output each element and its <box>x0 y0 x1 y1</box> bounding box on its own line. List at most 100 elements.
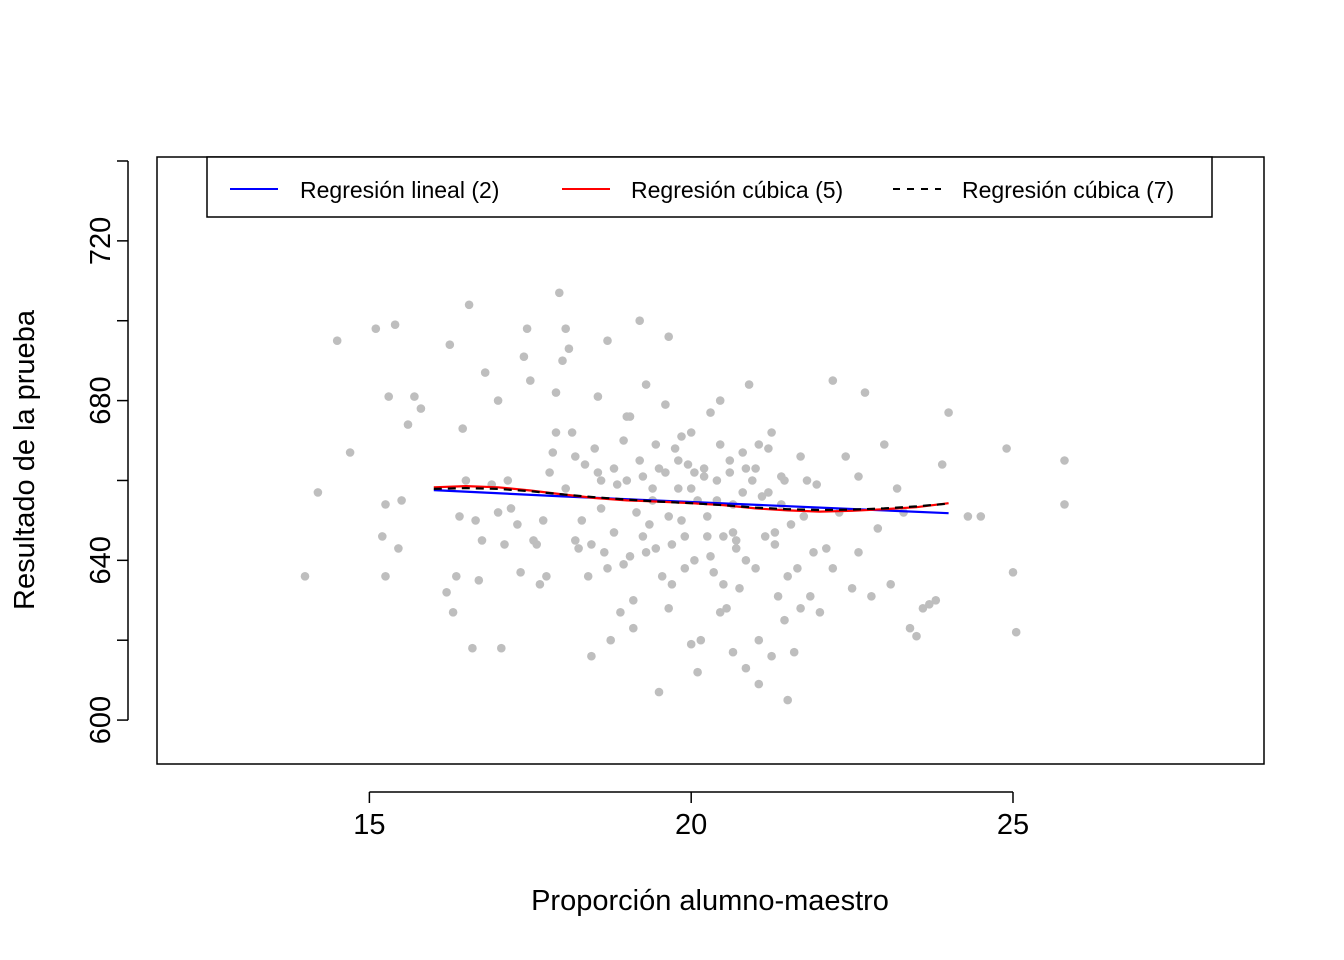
data-point-87 <box>686 428 696 437</box>
data-point-198 <box>641 548 651 557</box>
data-point-2 <box>332 336 342 346</box>
data-point-147 <box>944 408 953 417</box>
data-point-139 <box>892 484 902 493</box>
data-point-68 <box>625 552 635 561</box>
data-point-24 <box>471 516 480 525</box>
data-point-78 <box>657 572 667 581</box>
data-point-192 <box>686 639 696 649</box>
data-point-201 <box>731 536 741 545</box>
legend-box <box>206 156 1213 218</box>
x-tick-label-25: 25 <box>997 809 1029 841</box>
data-point-84 <box>677 516 686 525</box>
data-point-17 <box>448 608 458 617</box>
data-point-90 <box>696 635 706 645</box>
data-point-145 <box>931 596 941 605</box>
data-point-185 <box>777 472 786 481</box>
data-point-21 <box>461 476 471 485</box>
data-point-157 <box>587 540 596 549</box>
y-tick-label-600: 600 <box>85 696 117 744</box>
data-point-5 <box>378 532 387 541</box>
data-point-199 <box>667 540 677 549</box>
data-point-172 <box>609 464 619 473</box>
data-point-182 <box>738 488 747 497</box>
data-point-189 <box>754 679 764 689</box>
data-point-207 <box>828 564 838 573</box>
data-point-152 <box>1011 627 1021 637</box>
data-point-19 <box>455 512 464 521</box>
data-point-42 <box>542 572 551 581</box>
data-point-203 <box>603 564 612 573</box>
data-point-163 <box>664 512 673 521</box>
data-point-8 <box>390 320 400 330</box>
data-point-175 <box>648 484 657 493</box>
data-point-38 <box>526 376 535 385</box>
data-point-92 <box>703 532 712 541</box>
data-point-45 <box>551 388 561 397</box>
data-point-176 <box>661 468 670 477</box>
data-point-6 <box>381 500 390 509</box>
data-point-200 <box>706 552 715 561</box>
data-point-101 <box>731 544 741 553</box>
data-point-170 <box>754 440 764 449</box>
data-point-105 <box>744 380 754 389</box>
legend: Regresión lineal (2) Regresión cúbica (5… <box>206 156 1213 218</box>
data-point-158 <box>593 468 603 477</box>
data-point-59 <box>596 504 606 513</box>
data-point-65 <box>616 608 625 617</box>
x-tick-label-15: 15 <box>353 809 385 841</box>
data-point-58 <box>593 392 603 401</box>
data-point-125 <box>809 548 818 557</box>
data-point-80 <box>664 332 673 342</box>
legend-label-cubica-5: Regresión cúbica (5) <box>631 177 843 203</box>
data-point-208 <box>854 548 863 557</box>
data-point-173 <box>622 476 632 485</box>
data-point-165 <box>690 468 699 477</box>
data-point-119 <box>789 647 799 657</box>
data-point-40 <box>532 540 541 549</box>
data-point-33 <box>506 504 516 513</box>
data-point-41 <box>538 516 548 525</box>
data-point-81 <box>667 580 677 589</box>
data-point-72 <box>638 472 648 481</box>
data-point-93 <box>706 408 715 417</box>
data-point-18 <box>452 572 461 581</box>
data-point-44 <box>548 448 558 457</box>
data-point-155 <box>551 428 561 437</box>
data-point-151 <box>1008 568 1018 577</box>
data-point-188 <box>741 663 751 673</box>
data-point-96 <box>715 396 725 405</box>
data-point-202 <box>770 528 780 537</box>
data-point-108 <box>754 635 764 645</box>
data-point-167 <box>715 440 725 449</box>
legend-label-cubica-7: Regresión cúbica (7) <box>962 177 1174 203</box>
data-point-171 <box>596 476 606 485</box>
data-point-141 <box>905 623 915 633</box>
data-point-57 <box>590 444 599 453</box>
data-point-120 <box>793 564 802 573</box>
y-axis-title: Resultado de la prueba <box>9 309 41 610</box>
data-point-64 <box>612 480 622 489</box>
data-point-61 <box>603 336 612 346</box>
regression-lines <box>433 484 949 515</box>
data-point-162 <box>651 440 661 449</box>
data-point-50 <box>567 428 577 437</box>
data-point-132 <box>847 584 857 593</box>
data-point-82 <box>670 444 680 453</box>
data-point-194 <box>715 608 725 617</box>
data-point-88 <box>690 556 699 565</box>
data-point-166 <box>703 512 712 521</box>
data-point-46 <box>555 288 564 298</box>
data-point-154 <box>1060 500 1069 509</box>
data-point-193 <box>664 604 673 613</box>
data-point-12 <box>410 392 419 401</box>
data-point-14 <box>381 572 390 581</box>
data-point-77 <box>654 464 664 473</box>
y-tick-label-720: 720 <box>85 217 117 265</box>
data-point-149 <box>976 512 986 521</box>
data-point-131 <box>841 452 850 461</box>
data-point-95 <box>712 476 722 485</box>
data-point-62 <box>606 635 615 645</box>
data-point-106 <box>748 476 757 485</box>
data-point-98 <box>722 604 731 613</box>
